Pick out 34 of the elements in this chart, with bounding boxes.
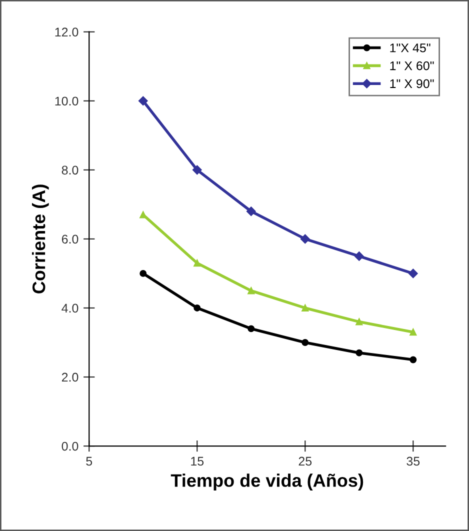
x-tick-label: 25: [298, 456, 312, 466]
point: [140, 211, 147, 218]
point: [300, 234, 310, 244]
point: [410, 328, 417, 336]
y-axis-title: Corriente (A): [32, 184, 49, 294]
point: [192, 165, 202, 175]
point: [302, 304, 309, 312]
y-tick-label: 8.0: [62, 166, 78, 175]
point: [138, 96, 148, 106]
point: [356, 318, 363, 326]
point: [248, 287, 255, 294]
point: [408, 268, 418, 278]
legend-label: 1" X 60": [390, 61, 434, 70]
x-axis-title: Tiempo de vida (Años): [170, 474, 364, 490]
point: [194, 304, 201, 312]
legend-label: 1" X 90": [390, 79, 434, 88]
x-tick-label: 35: [406, 456, 420, 466]
y-tick-label: 2.0: [62, 372, 78, 382]
point: [194, 260, 201, 267]
point: [356, 349, 363, 356]
point: [140, 270, 147, 277]
y-tick-label: 6.0: [62, 234, 78, 244]
point: [410, 356, 417, 364]
y-tick-label: 0.0: [62, 442, 78, 451]
y-tick-label: 4.0: [62, 304, 78, 313]
x-tick-label: 15: [191, 456, 204, 466]
point: [246, 206, 256, 216]
y-tick-label: 10.0: [55, 96, 78, 106]
y-tick-label: 12.0: [55, 28, 78, 37]
x-tick-label: 5: [86, 456, 92, 466]
point: [354, 252, 364, 261]
point: [248, 325, 255, 332]
legend-label: 1"X 45": [390, 44, 430, 52]
point: [302, 339, 309, 346]
